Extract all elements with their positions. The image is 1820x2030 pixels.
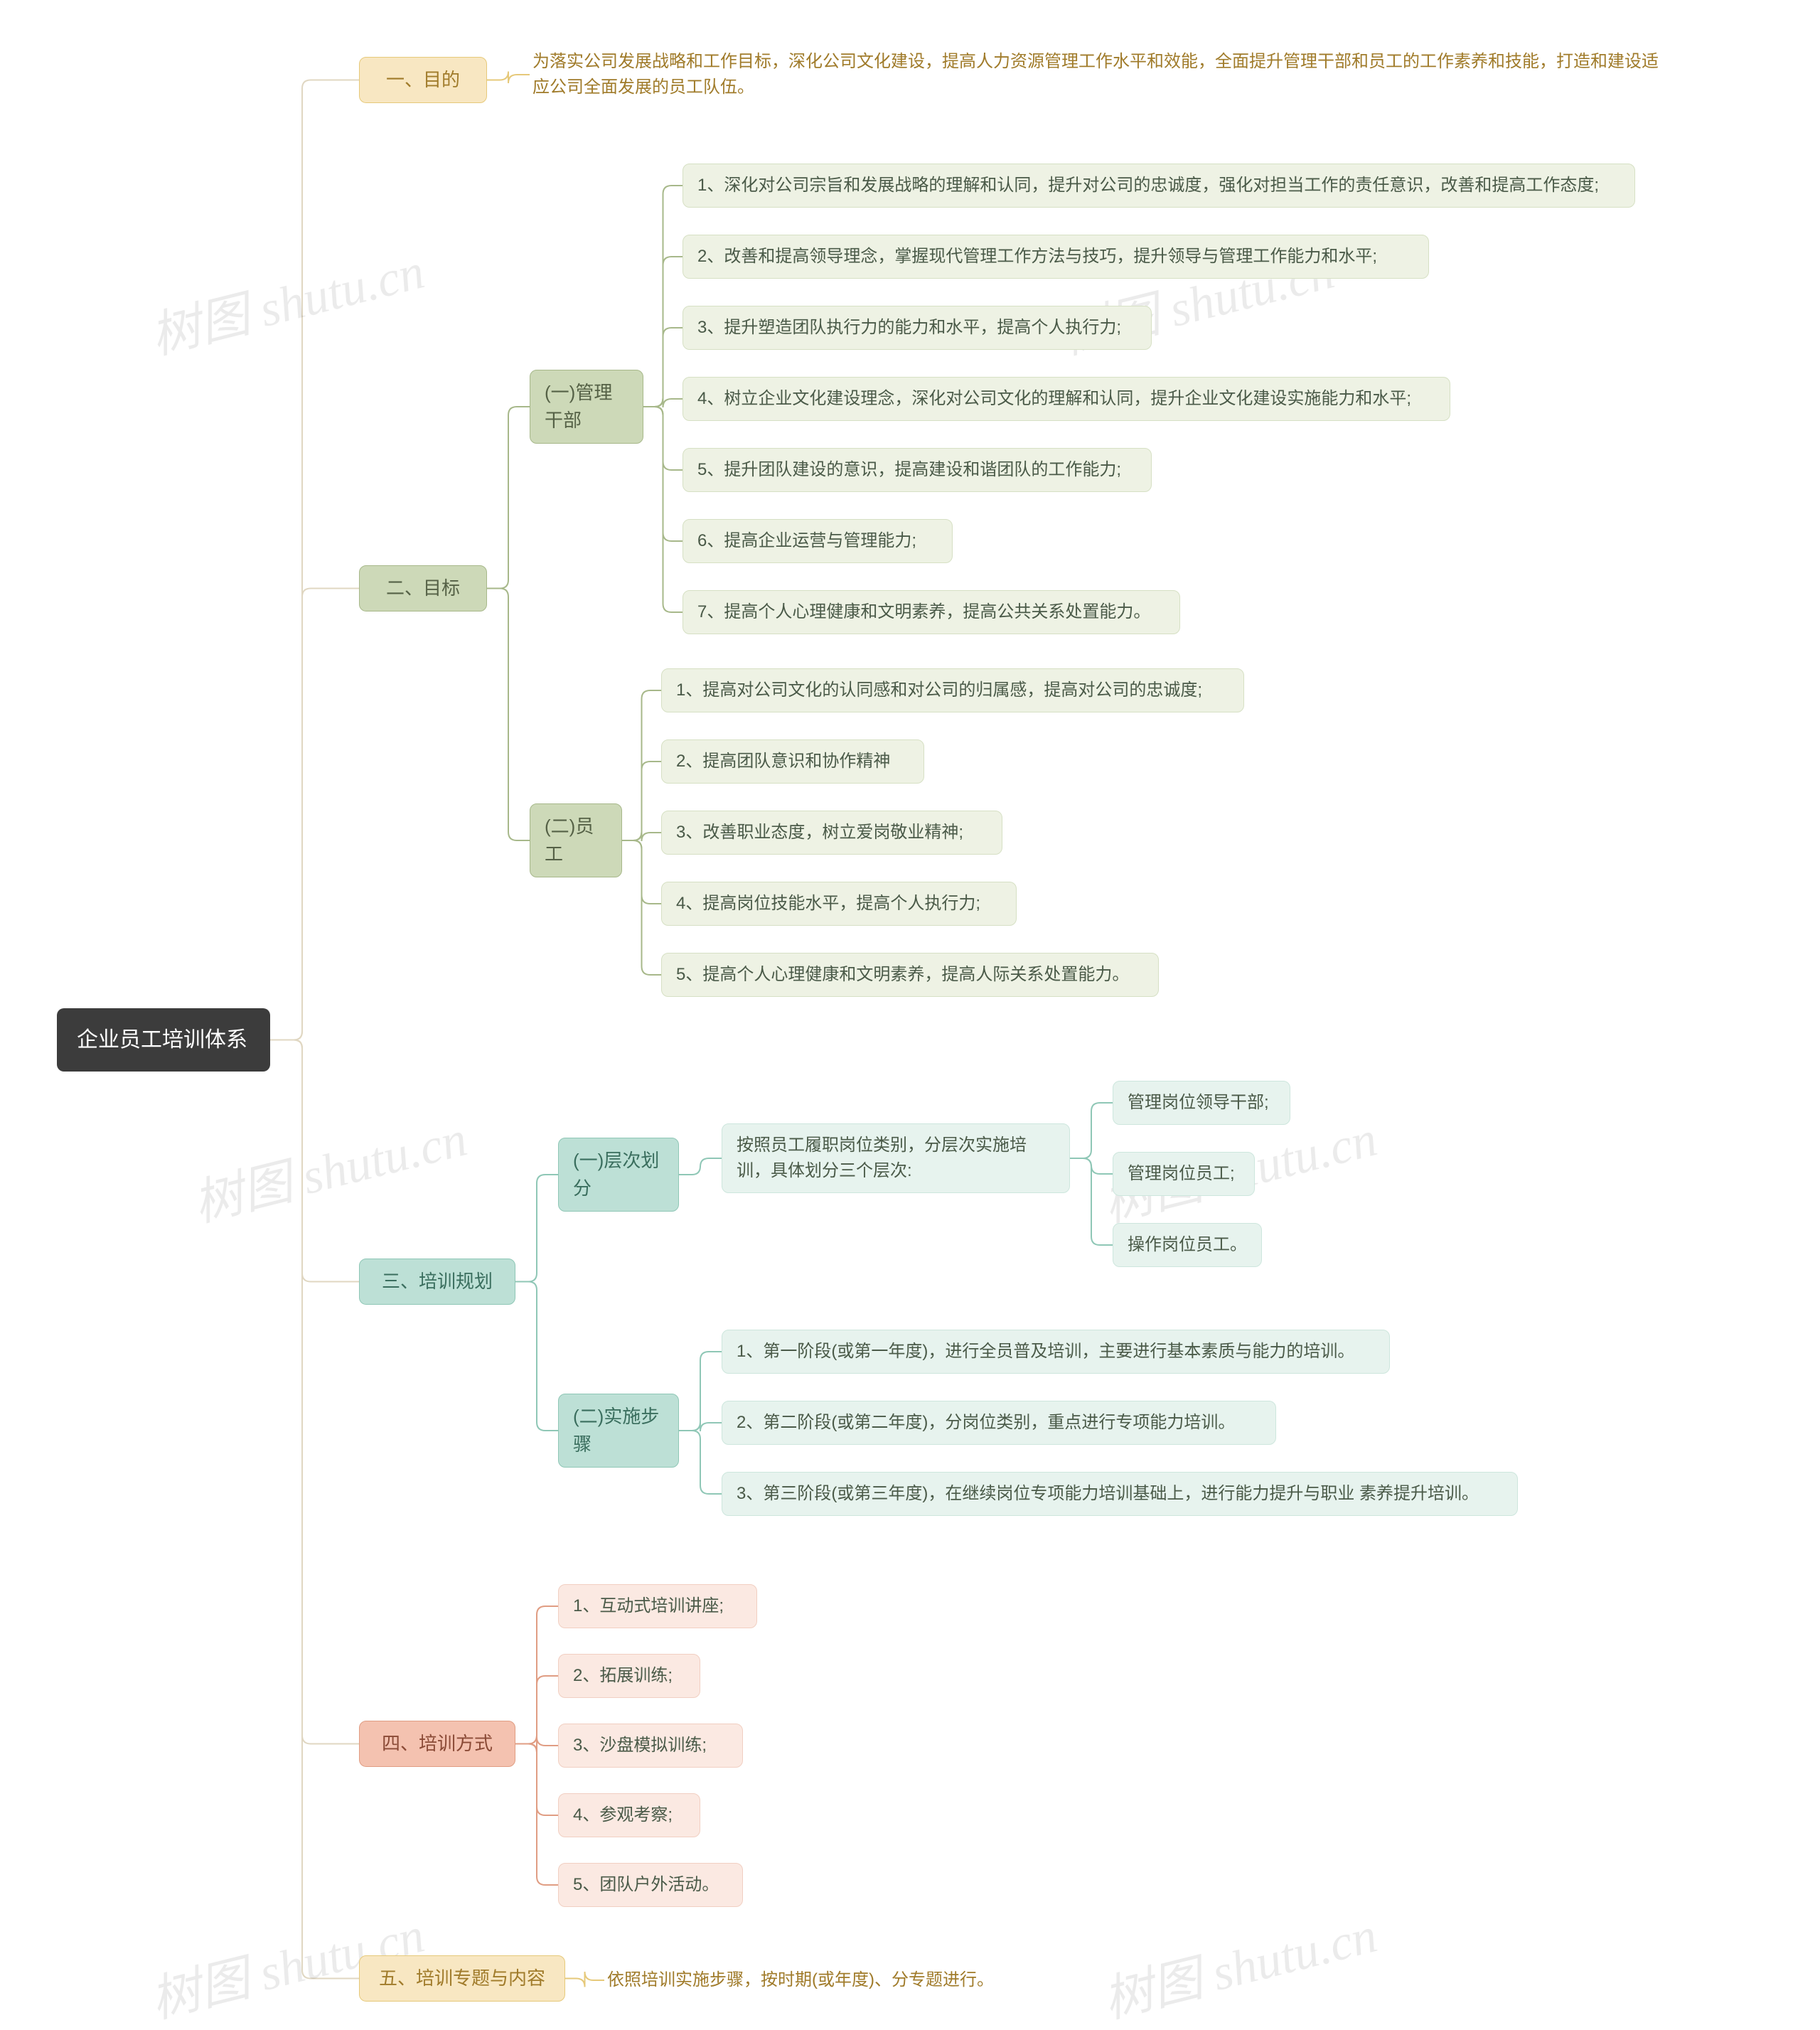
root-node[interactable]: 企业员工培训体系 — [57, 1008, 270, 1072]
node-label: 2、提高团队意识和协作精神 — [676, 749, 890, 774]
node-label: 1、第一阶段(或第一年度)，进行全员普及培训，主要进行基本素质与能力的培训。 — [737, 1339, 1354, 1364]
node-label: 1、提高对公司文化的认同感和对公司的归属感，提高对公司的忠诚度; — [676, 678, 1202, 703]
node-label: 7、提高个人心理健康和文明素养，提高公共关系处置能力。 — [697, 599, 1150, 625]
node-label: 2、拓展训练; — [573, 1663, 673, 1689]
node-label: 管理岗位领导干部; — [1128, 1090, 1269, 1116]
node-label: 3、第三阶段(或第三年度)，在继续岗位专项能力培训基础上，进行能力提升与职业 素… — [737, 1481, 1479, 1507]
leaf-node[interactable]: 5、提高个人心理健康和文明素养，提高人际关系处置能力。 — [661, 953, 1159, 997]
node-label: 5、提高个人心理健康和文明素养，提高人际关系处置能力。 — [676, 962, 1129, 988]
leaf-node[interactable]: 1、第一阶段(或第一年度)，进行全员普及培训，主要进行基本素质与能力的培训。 — [722, 1330, 1390, 1374]
node-label: 1、深化对公司宗旨和发展战略的理解和认同，提升对公司的忠诚度，强化对担当工作的责… — [697, 173, 1599, 198]
node-label: 3、沙盘模拟训练; — [573, 1733, 707, 1758]
node-label: 管理岗位员工; — [1128, 1161, 1235, 1187]
leaf-node[interactable]: 2、拓展训练; — [558, 1654, 700, 1698]
leaf-node[interactable]: 1、深化对公司宗旨和发展战略的理解和认同，提升对公司的忠诚度，强化对担当工作的责… — [682, 164, 1635, 208]
node-label: 3、改善职业态度，树立爱岗敬业精神; — [676, 820, 963, 845]
node-label: 五、培训专题与内容 — [379, 1965, 545, 1992]
leaf-node[interactable]: 1、互动式培训讲座; — [558, 1584, 757, 1628]
leaf-node[interactable]: 按照员工履职岗位类别，分层次实施培训，具体划分三个层次: — [722, 1123, 1070, 1193]
leaf-node[interactable]: 7、提高个人心理健康和文明素养，提高公共关系处置能力。 — [682, 590, 1180, 634]
watermark: 树图 shutu.cn — [142, 231, 431, 368]
node-label: 3、提升塑造团队执行力的能力和水平，提高个人执行力; — [697, 315, 1121, 341]
leaf-node[interactable]: 5、提升团队建设的意识，提高建设和谐团队的工作能力; — [682, 448, 1152, 492]
leaf-node[interactable]: 4、提高岗位技能水平，提高个人执行力; — [661, 882, 1017, 926]
node-label: 4、树立企业文化建设理念，深化对公司文化的理解和认同，提升企业文化建设实施能力和… — [697, 386, 1411, 412]
leaf-node[interactable]: 3、改善职业态度，树立爱岗敬业精神; — [661, 811, 1002, 855]
branch-node[interactable]: (一)层次划分 — [558, 1138, 679, 1212]
node-label: 按照员工履职岗位类别，分层次实施培训，具体划分三个层次: — [737, 1133, 1055, 1184]
node-label: 二、目标 — [386, 575, 460, 602]
branch-node[interactable]: (二)员工 — [530, 803, 622, 877]
leaf-node[interactable]: 管理岗位员工; — [1113, 1152, 1255, 1196]
node-label: (二)实施步骤 — [573, 1403, 664, 1458]
node-label: 6、提高企业运营与管理能力; — [697, 528, 916, 554]
node-label: (一)管理干部 — [545, 379, 628, 434]
leaf-node[interactable]: 1、提高对公司文化的认同感和对公司的归属感，提高对公司的忠诚度; — [661, 668, 1244, 712]
branch-node[interactable]: 四、培训方式 — [359, 1721, 515, 1767]
node-label: 4、参观考察; — [573, 1802, 673, 1828]
watermark: 树图 shutu.cn — [1095, 1895, 1383, 2030]
leaf-node[interactable]: 为落实公司发展战略和工作目标，深化公司文化建设，提高人力资源管理工作水平和效能，… — [530, 43, 1667, 107]
leaf-node[interactable]: 2、提高团队意识和协作精神 — [661, 739, 924, 784]
node-label: 2、改善和提高领导理念，掌握现代管理工作方法与技巧，提升领导与管理工作能力和水平… — [697, 244, 1377, 269]
branch-node[interactable]: (一)管理干部 — [530, 370, 643, 444]
node-label: 1、互动式培训讲座; — [573, 1593, 724, 1619]
leaf-node[interactable]: 2、改善和提高领导理念，掌握现代管理工作方法与技巧，提升领导与管理工作能力和水平… — [682, 235, 1429, 279]
leaf-node[interactable]: 3、提升塑造团队执行力的能力和水平，提高个人执行力; — [682, 306, 1152, 350]
node-label: (一)层次划分 — [573, 1147, 664, 1202]
node-label: 一、目的 — [386, 66, 460, 94]
node-label: 2、第二阶段(或第二年度)，分岗位类别，重点进行专项能力培训。 — [737, 1410, 1235, 1436]
node-label: 三、培训规划 — [382, 1268, 493, 1296]
leaf-node[interactable]: 3、第三阶段(或第三年度)，在继续岗位专项能力培训基础上，进行能力提升与职业 素… — [722, 1472, 1518, 1516]
node-label: 操作岗位员工。 — [1128, 1232, 1247, 1258]
leaf-node[interactable]: 5、团队户外活动。 — [558, 1863, 743, 1907]
leaf-node[interactable]: 操作岗位员工。 — [1113, 1223, 1262, 1267]
leaf-node[interactable]: 4、参观考察; — [558, 1793, 700, 1837]
node-label: 依照培训实施步骤，按时期(或年度)、分专题进行。 — [607, 1967, 994, 1993]
branch-node[interactable]: 三、培训规划 — [359, 1259, 515, 1305]
node-label: 4、提高岗位技能水平，提高个人执行力; — [676, 891, 980, 917]
leaf-node[interactable]: 依照培训实施步骤，按时期(或年度)、分专题进行。 — [604, 1959, 1052, 2002]
node-label: 5、提升团队建设的意识，提高建设和谐团队的工作能力; — [697, 457, 1121, 483]
leaf-node[interactable]: 6、提高企业运营与管理能力; — [682, 519, 953, 563]
branch-node[interactable]: 五、培训专题与内容 — [359, 1955, 565, 2002]
node-label: 为落实公司发展战略和工作目标，深化公司文化建设，提高人力资源管理工作水平和效能，… — [532, 49, 1664, 100]
watermark: 树图 shutu.cn — [185, 1099, 473, 1236]
leaf-node[interactable]: 2、第二阶段(或第二年度)，分岗位类别，重点进行专项能力培训。 — [722, 1401, 1276, 1445]
leaf-node[interactable]: 3、沙盘模拟训练; — [558, 1724, 743, 1768]
mindmap-canvas: 树图 shutu.cn树图 shutu.cn树图 shutu.cn树图 shut… — [0, 0, 1820, 2030]
branch-node[interactable]: 二、目标 — [359, 565, 487, 611]
branch-node[interactable]: (二)实施步骤 — [558, 1394, 679, 1468]
node-label: 5、团队户外活动。 — [573, 1872, 719, 1898]
branch-node[interactable]: 一、目的 — [359, 57, 487, 103]
node-label: 四、培训方式 — [382, 1730, 493, 1758]
leaf-node[interactable]: 管理岗位领导干部; — [1113, 1081, 1290, 1125]
leaf-node[interactable]: 4、树立企业文化建设理念，深化对公司文化的理解和认同，提升企业文化建设实施能力和… — [682, 377, 1450, 421]
node-label: 企业员工培训体系 — [77, 1024, 247, 1056]
node-label: (二)员工 — [545, 813, 607, 868]
